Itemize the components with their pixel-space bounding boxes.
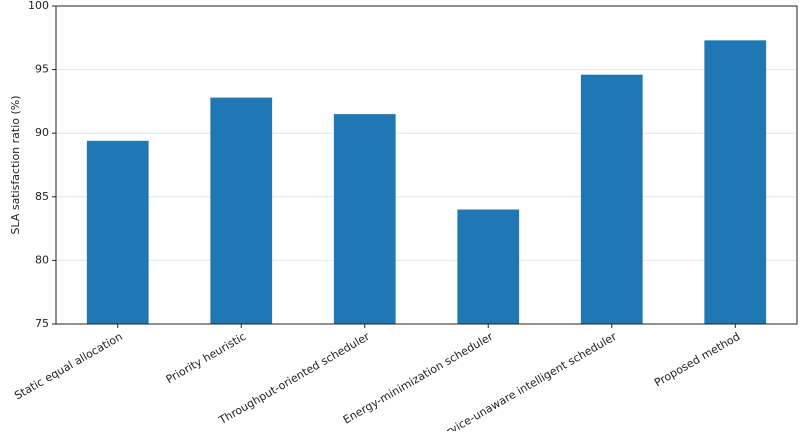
- y-tick-label: 95: [35, 63, 49, 76]
- y-axis-label: SLA satisfaction ratio (%): [9, 95, 22, 234]
- y-tick-label: 100: [28, 0, 49, 12]
- plot-frame: [55, 5, 798, 325]
- x-tick-label: Service-unaware intelligent scheduler: [432, 330, 619, 431]
- bar: [210, 97, 273, 324]
- y-tick-label: 90: [35, 126, 49, 139]
- bar: [457, 209, 520, 324]
- y-tick-label: 85: [35, 190, 49, 203]
- bar: [333, 114, 396, 325]
- bar: [704, 40, 767, 325]
- x-tick-label: Static equal allocation: [12, 330, 125, 402]
- bar: [580, 74, 643, 324]
- y-tick-label: 80: [35, 253, 49, 266]
- x-tick-label: Proposed method: [652, 330, 742, 390]
- bar: [86, 140, 149, 324]
- y-tick-label: 75: [35, 317, 49, 330]
- x-tick-label: Priority heuristic: [164, 330, 249, 386]
